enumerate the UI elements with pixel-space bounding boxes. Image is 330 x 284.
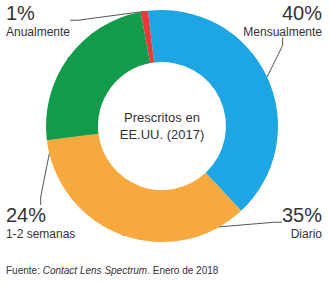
svg-text:. Enero de 2018: . Enero de 2018	[147, 265, 219, 276]
svg-text:EE.UU. (2017): EE.UU. (2017)	[120, 127, 205, 142]
svg-text:Contact Lens Spectrum: Contact Lens Spectrum	[43, 265, 148, 276]
svg-text:1-2 semanas: 1-2 semanas	[6, 227, 75, 241]
svg-text:24%: 24%	[6, 204, 46, 226]
svg-text:Mensualmente: Mensualmente	[243, 25, 322, 39]
svg-text:Prescritos en: Prescritos en	[124, 110, 200, 125]
svg-text:Anualmente: Anualmente	[6, 25, 70, 39]
svg-text:40%: 40%	[282, 2, 322, 24]
svg-text:Fuente:: Fuente:	[6, 265, 43, 276]
svg-text:1%: 1%	[6, 2, 35, 24]
svg-text:35%: 35%	[282, 204, 322, 226]
svg-text:Diario: Diario	[291, 227, 323, 241]
